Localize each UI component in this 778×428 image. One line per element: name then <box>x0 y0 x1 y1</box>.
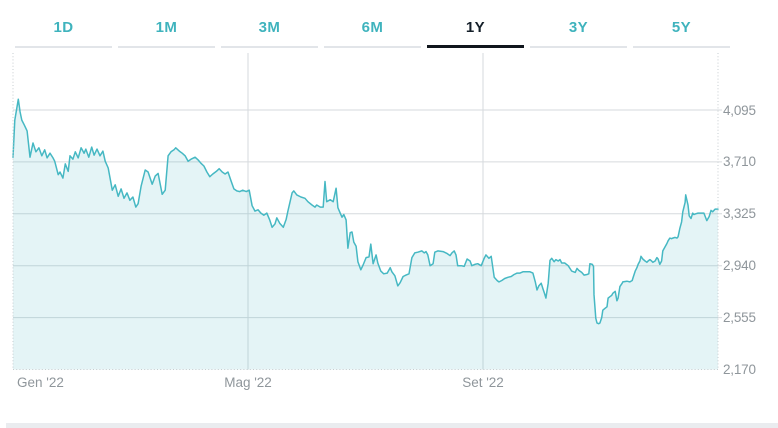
x-tick-label: Gen '22 <box>17 375 64 390</box>
section-divider <box>6 423 778 428</box>
y-tick-label: 2,170 <box>723 362 756 377</box>
price-line <box>12 98 719 325</box>
time-range-tabs: 1D 1M 3M 6M 1Y 3Y 5Y <box>15 20 730 48</box>
y-tick-label: 2,555 <box>723 310 756 326</box>
tab-1d[interactable]: 1D <box>15 20 112 48</box>
tab-1y[interactable]: 1Y <box>427 20 524 48</box>
tab-3y[interactable]: 3Y <box>530 20 627 48</box>
tab-1m[interactable]: 1M <box>118 20 215 48</box>
y-tick-label: 3,325 <box>723 206 756 222</box>
y-tick-label: 2,940 <box>723 258 756 274</box>
x-tick-label: Mag '22 <box>224 375 272 390</box>
y-tick-label: 3,710 <box>723 154 756 170</box>
tab-3m[interactable]: 3M <box>221 20 318 48</box>
y-tick-label: 4,095 <box>723 102 756 118</box>
tab-5y[interactable]: 5Y <box>633 20 730 48</box>
x-tick-label: Set '22 <box>462 375 504 390</box>
tab-6m[interactable]: 6M <box>324 20 421 48</box>
area-fill <box>13 99 718 370</box>
